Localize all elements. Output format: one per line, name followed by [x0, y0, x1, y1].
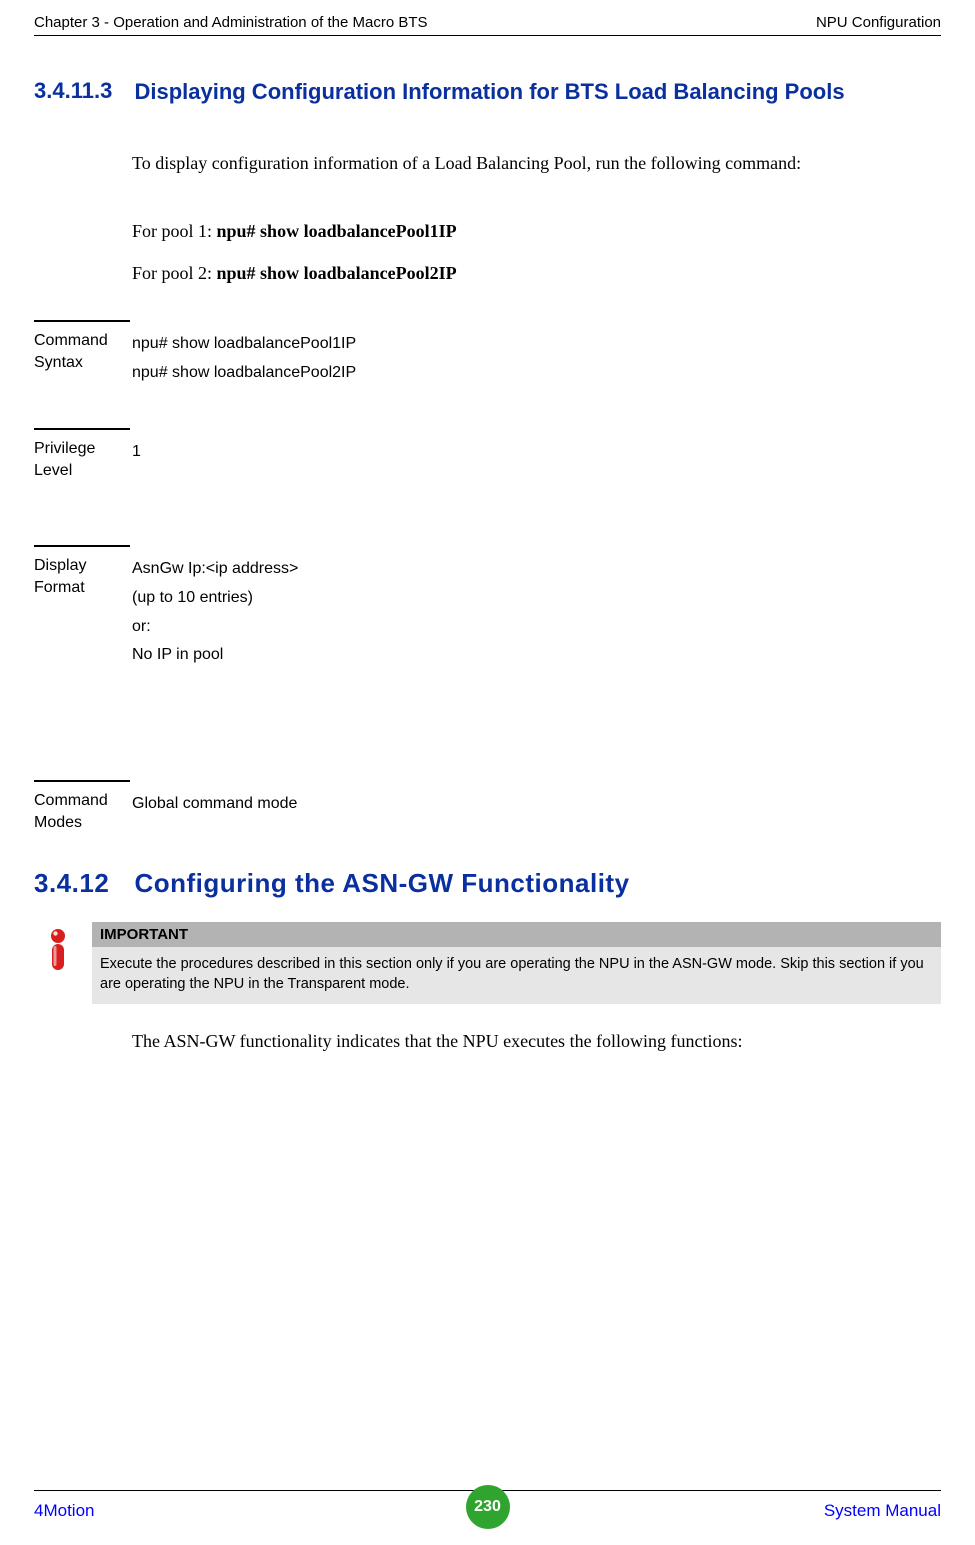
display-format-line-4: No IP in pool [132, 641, 941, 670]
def-label-privilege-level: Privilege Level [34, 438, 130, 481]
command-syntax-line-1: npu# show loadbalancePool1IP [132, 330, 941, 359]
def-rule [34, 545, 130, 547]
def-label-command-syntax: Command Syntax [34, 330, 130, 373]
def-label-display-format: Display Format [34, 555, 130, 598]
footer-right: System Manual [824, 1501, 941, 1521]
heading-title: Displaying Configuration Information for… [134, 78, 924, 106]
callout-text: Execute the procedures described in this… [92, 947, 941, 1004]
pool1-line: For pool 1: npu# show loadbalancePool1IP [132, 218, 941, 246]
def-value-command-syntax: npu# show loadbalancePool1IP npu# show l… [132, 330, 941, 388]
heading-number: 3.4.12 [34, 868, 130, 899]
display-format-line-3: or: [132, 613, 941, 642]
def-label-command-modes: Command Modes [34, 790, 130, 833]
page: Chapter 3 - Operation and Administration… [0, 0, 975, 1545]
heading-title: Configuring the ASN-GW Functionality [134, 868, 924, 899]
def-rule [34, 428, 130, 430]
command-syntax-line-2: npu# show loadbalancePool2IP [132, 359, 941, 388]
page-number-badge: 230 [466, 1485, 510, 1529]
pool1-command: npu# show loadbalancePool1IP [217, 221, 457, 241]
heading-number: 3.4.11.3 [34, 78, 130, 104]
running-header-left: Chapter 3 - Operation and Administration… [34, 14, 428, 31]
def-value-command-modes: Global command mode [132, 790, 941, 819]
def-rule [34, 320, 130, 322]
pool1-prefix: For pool 1: [132, 221, 217, 241]
callout-title: IMPORTANT [92, 922, 941, 947]
info-icon [40, 928, 76, 976]
display-format-line-2: (up to 10 entries) [132, 584, 941, 613]
def-value-display-format: AsnGw Ip:<ip address> (up to 10 entries)… [132, 555, 941, 670]
pool2-line: For pool 2: npu# show loadbalancePool2IP [132, 260, 941, 288]
header-rule [34, 35, 941, 36]
pool2-command: npu# show loadbalancePool2IP [217, 263, 457, 283]
def-value-privilege-level: 1 [132, 438, 941, 467]
running-header-right: NPU Configuration [816, 14, 941, 31]
def-rule [34, 780, 130, 782]
heading-3-4-11-3: 3.4.11.3 Displaying Configuration Inform… [34, 78, 941, 106]
callout-body: IMPORTANT Execute the procedures describ… [92, 922, 941, 1004]
important-callout: IMPORTANT Execute the procedures describ… [34, 922, 941, 1004]
display-format-line-1: AsnGw Ip:<ip address> [132, 555, 941, 584]
pool2-prefix: For pool 2: [132, 263, 217, 283]
heading-3-4-12: 3.4.12 Configuring the ASN-GW Functional… [34, 868, 941, 899]
intro-paragraph: To display configuration information of … [132, 150, 941, 178]
footer-left: 4Motion [34, 1501, 94, 1521]
asn-gw-intro-paragraph: The ASN-GW functionality indicates that … [132, 1028, 941, 1056]
